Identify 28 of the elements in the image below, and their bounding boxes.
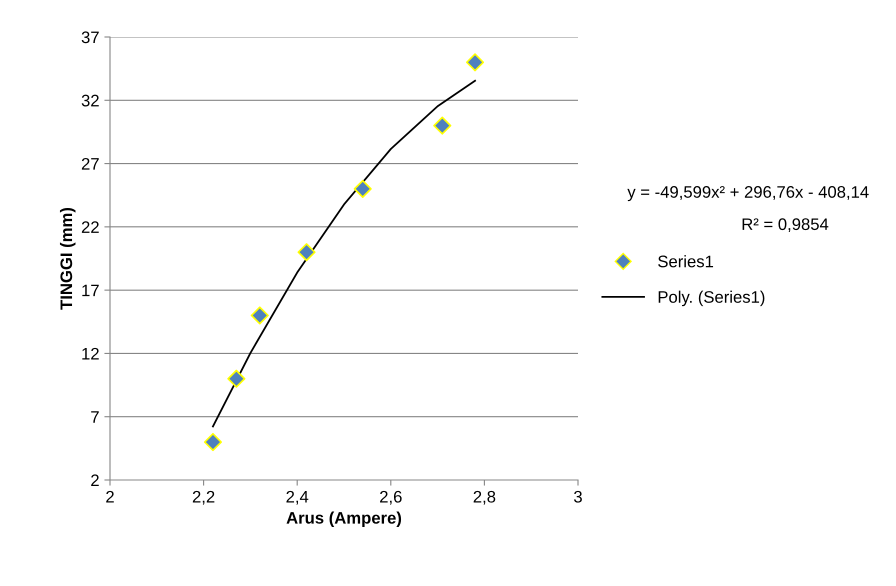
x-tick-label: 3 xyxy=(574,490,582,503)
point xyxy=(227,370,246,388)
x-tick-label: 2,4 xyxy=(286,490,308,505)
x-axis-title: Arus (Ampere) xyxy=(286,512,402,528)
point xyxy=(466,53,484,72)
text: R² = 0,9854 xyxy=(742,218,828,232)
x-tick-label: 2,2 xyxy=(192,490,214,505)
y-tick-label: 17 xyxy=(82,284,99,296)
point xyxy=(298,243,316,262)
x-tick-label: 2,8 xyxy=(474,490,496,505)
y-tick-label: 7 xyxy=(91,411,99,423)
point xyxy=(204,432,222,452)
y-tick-label: 37 xyxy=(82,31,99,44)
line-series xyxy=(212,80,476,428)
y-tick-label: 32 xyxy=(82,94,99,106)
point xyxy=(250,306,269,325)
y-tick-label: 27 xyxy=(82,158,99,170)
y-tick-label: 22 xyxy=(82,221,99,233)
legend-label: Series1 xyxy=(658,255,714,268)
y-axis-title: TINGGI (mm) xyxy=(60,208,76,310)
point xyxy=(354,180,372,198)
legend-label: Poly. (Series1) xyxy=(658,290,764,306)
x-tick-label: 2 xyxy=(106,490,114,502)
point xyxy=(433,116,452,135)
x-tick-label: 2,6 xyxy=(380,490,402,505)
text: y = -49,599x² + 296,76x - 408,14 xyxy=(627,186,869,202)
y-tick-label: 2 xyxy=(91,474,99,486)
y-tick-label: 12 xyxy=(82,348,99,360)
